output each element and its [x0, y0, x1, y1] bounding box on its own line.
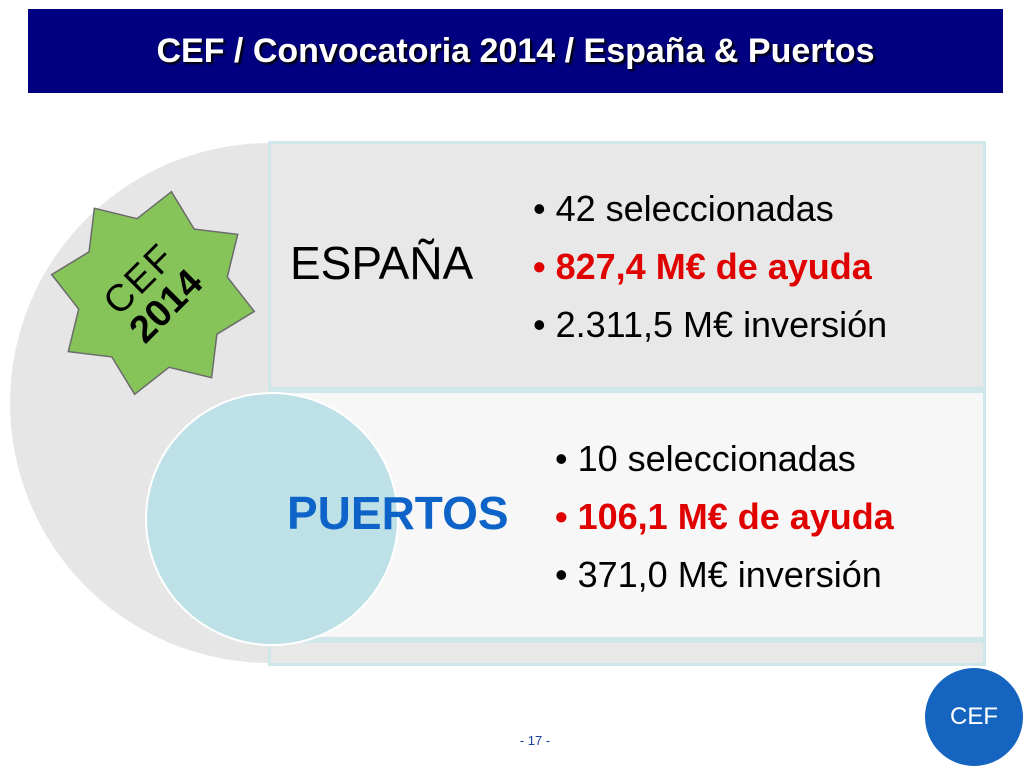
puertos-label: PUERTOS	[287, 487, 509, 539]
puertos-selected: 10 seleccionadas	[555, 430, 894, 488]
title-bar: CEF / Convocatoria 2014 / España & Puert…	[28, 9, 1003, 93]
cef-2014-star-badge: CEF 2014	[48, 188, 258, 398]
star-shape	[50, 190, 256, 396]
espana-aid: 827,4 M€ de ayuda	[533, 238, 887, 296]
puertos-investment: 371,0 M€ inversión	[555, 546, 894, 604]
espana-label: ESPAÑA	[290, 237, 474, 289]
espana-investment: 2.311,5 M€ inversión	[533, 296, 888, 354]
puertos-bullets: 10 seleccionadas 106,1 M€ de ayuda 371,0…	[555, 430, 894, 604]
page-number: - 17 -	[519, 733, 551, 748]
espana-selected: 42 seleccionadas	[533, 180, 887, 238]
puertos-aid: 106,1 M€ de ayuda	[555, 488, 894, 546]
slide-title: CEF / Convocatoria 2014 / España & Puert…	[156, 31, 875, 70]
inner-circle-shape	[145, 392, 399, 646]
bottom-strip	[268, 640, 986, 666]
espana-bullets: 42 seleccionadas 827,4 M€ de ayuda 2.311…	[533, 180, 888, 354]
cef-badge: CEF	[925, 668, 1023, 766]
